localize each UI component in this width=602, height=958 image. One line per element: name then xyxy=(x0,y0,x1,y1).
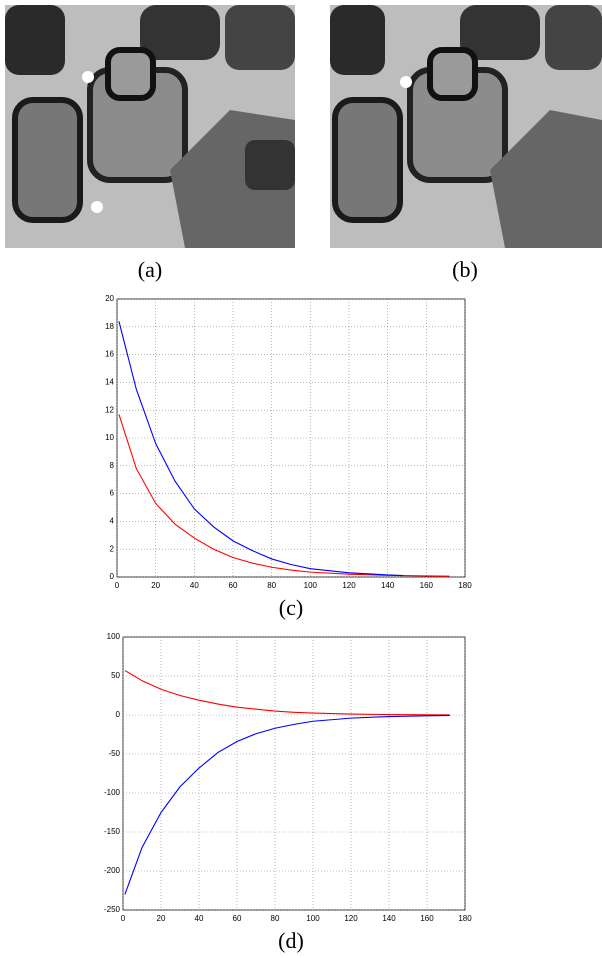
y-tick-label: -250 xyxy=(104,905,121,914)
y-tick-label: 12 xyxy=(105,405,114,414)
y-tick-label: -100 xyxy=(104,788,121,797)
photo-b xyxy=(330,5,602,248)
x-tick-label: 120 xyxy=(342,581,356,590)
y-tick-label: 6 xyxy=(110,489,115,498)
x-tick-label: 180 xyxy=(458,914,472,923)
x-tick-label: 60 xyxy=(233,914,242,923)
x-tick-label: 0 xyxy=(115,581,120,590)
x-tick-label: 120 xyxy=(344,914,358,923)
x-tick-label: 100 xyxy=(304,581,318,590)
x-tick-label: 80 xyxy=(271,914,280,923)
panel-label: (a) xyxy=(138,257,162,282)
y-tick-label: 4 xyxy=(110,517,115,526)
y-tick-label: 20 xyxy=(105,294,114,303)
plot-area xyxy=(122,636,466,911)
data-line xyxy=(124,714,450,895)
y-tick-label: 0 xyxy=(116,710,121,719)
y-tick-label: -200 xyxy=(104,866,121,875)
panel-label: (b) xyxy=(452,257,478,282)
y-tick-label: 10 xyxy=(105,433,114,442)
x-tick-label: 140 xyxy=(381,581,395,590)
y-tick-label: 0 xyxy=(110,572,115,581)
x-tick-label: 100 xyxy=(306,914,320,923)
photo-a xyxy=(5,5,295,248)
y-tick-label: 16 xyxy=(105,350,114,359)
data-line xyxy=(118,321,404,577)
y-tick-label: 18 xyxy=(105,322,114,331)
y-tick-label: 14 xyxy=(105,378,114,387)
panel-label: (d) xyxy=(278,928,304,953)
x-tick-label: 20 xyxy=(151,581,160,590)
y-tick-label: 8 xyxy=(110,461,115,470)
x-tick-label: 160 xyxy=(420,914,434,923)
x-tick-label: 0 xyxy=(121,914,126,923)
y-tick-label: -150 xyxy=(104,827,121,836)
x-tick-label: 160 xyxy=(420,581,434,590)
panel-label: (c) xyxy=(279,595,303,620)
x-tick-label: 180 xyxy=(458,581,472,590)
x-tick-label: 40 xyxy=(195,914,204,923)
x-tick-label: 60 xyxy=(229,581,238,590)
y-tick-label: 100 xyxy=(107,632,121,641)
y-tick-label: 2 xyxy=(110,544,115,553)
y-tick-label: -50 xyxy=(108,749,120,758)
x-tick-label: 140 xyxy=(382,914,396,923)
data-line xyxy=(124,670,450,716)
x-tick-label: 20 xyxy=(157,914,166,923)
x-tick-label: 40 xyxy=(190,581,199,590)
y-tick-label: 50 xyxy=(111,671,120,680)
x-tick-label: 80 xyxy=(267,581,276,590)
